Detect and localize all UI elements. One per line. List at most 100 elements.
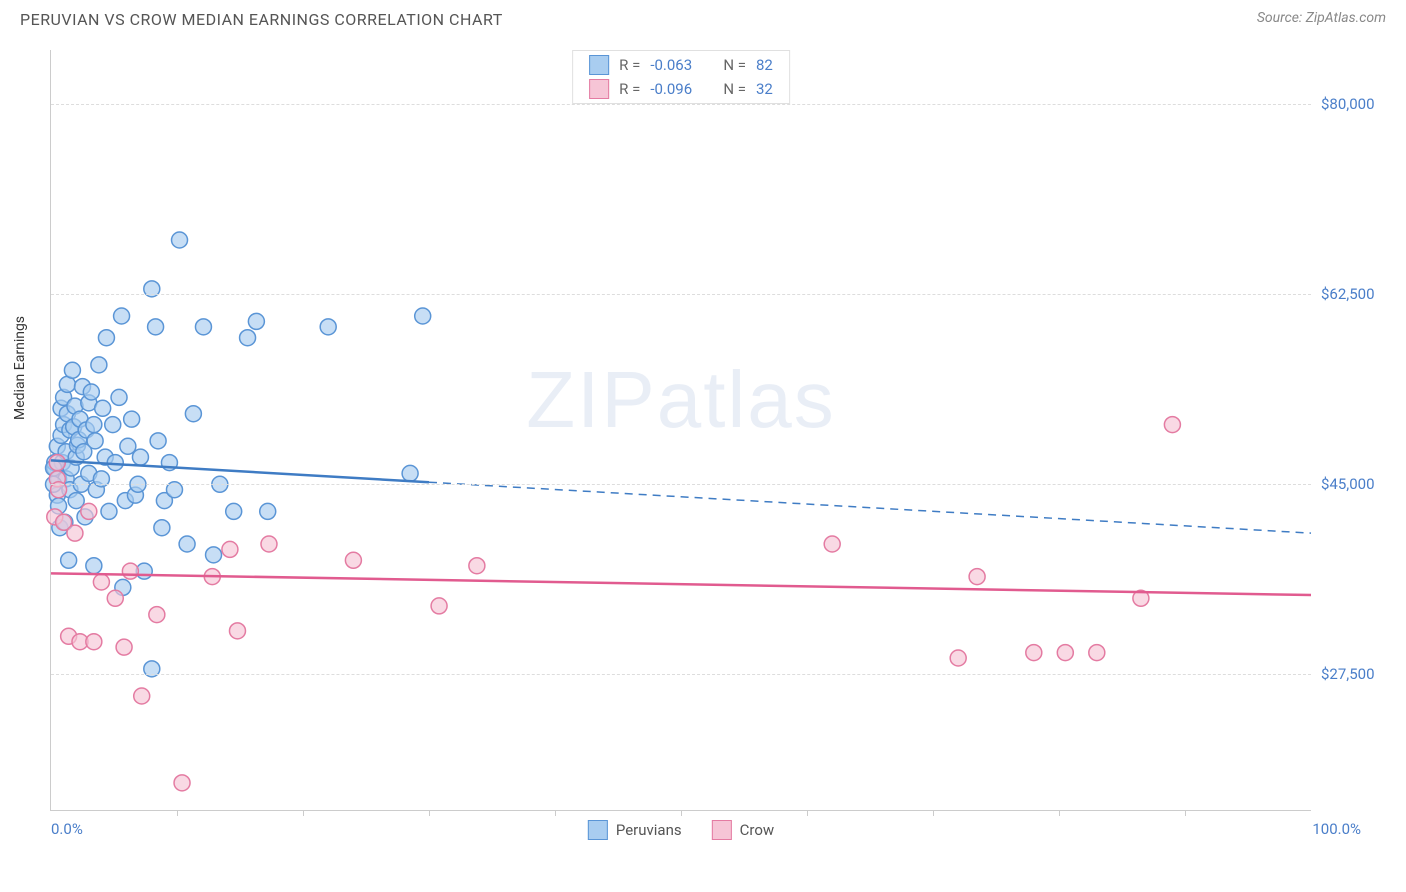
legend-swatch bbox=[712, 820, 732, 840]
gridline bbox=[51, 294, 1311, 295]
scatter-point bbox=[402, 465, 418, 481]
scatter-point bbox=[120, 438, 136, 454]
scatter-point bbox=[179, 536, 195, 552]
stat-r-value: -0.096 bbox=[650, 80, 692, 98]
scatter-point bbox=[226, 503, 242, 519]
scatter-point bbox=[824, 536, 840, 552]
source-label: Source: ZipAtlas.com bbox=[1257, 10, 1386, 26]
y-tick-label: $80,000 bbox=[1321, 95, 1401, 113]
stat-n-value: 82 bbox=[756, 56, 773, 74]
scatter-point bbox=[229, 623, 245, 639]
x-tick bbox=[681, 810, 682, 816]
scatter-point bbox=[49, 455, 65, 471]
legend-swatch bbox=[588, 820, 608, 840]
legend-label: Crow bbox=[740, 821, 775, 839]
scatter-point bbox=[969, 569, 985, 585]
scatter-point bbox=[86, 634, 102, 650]
scatter-point bbox=[68, 493, 84, 509]
scatter-point bbox=[83, 384, 99, 400]
scatter-point bbox=[107, 590, 123, 606]
stats-row: R = -0.063 N = 82 bbox=[573, 53, 789, 77]
stat-r-label: R = bbox=[619, 80, 640, 98]
chart-title: PERUVIAN VS CROW MEDIAN EARNINGS CORRELA… bbox=[20, 10, 503, 29]
legend-item: Crow bbox=[712, 820, 775, 840]
scatter-point bbox=[185, 406, 201, 422]
scatter-point bbox=[122, 563, 138, 579]
scatter-point bbox=[105, 417, 121, 433]
scatter-plot-svg bbox=[51, 50, 1311, 810]
scatter-point bbox=[91, 357, 107, 373]
correlation-stats-box: R = -0.063 N = 82R = -0.096 N = 32 bbox=[572, 50, 790, 104]
scatter-point bbox=[1057, 645, 1073, 661]
scatter-point bbox=[240, 330, 256, 346]
scatter-point bbox=[61, 552, 77, 568]
stat-r-label: R = bbox=[619, 56, 640, 74]
scatter-point bbox=[114, 308, 130, 324]
scatter-point bbox=[81, 503, 97, 519]
gridline bbox=[51, 484, 1311, 485]
scatter-point bbox=[1164, 417, 1180, 433]
scatter-point bbox=[116, 639, 132, 655]
scatter-point bbox=[87, 433, 103, 449]
scatter-point bbox=[101, 503, 117, 519]
x-tick bbox=[1059, 810, 1060, 816]
x-tick bbox=[303, 810, 304, 816]
stat-n-label: N = bbox=[723, 80, 746, 98]
scatter-point bbox=[950, 650, 966, 666]
scatter-point bbox=[1026, 645, 1042, 661]
x-tick bbox=[933, 810, 934, 816]
gridline bbox=[51, 674, 1311, 675]
scatter-point bbox=[469, 558, 485, 574]
scatter-point bbox=[86, 417, 102, 433]
scatter-point bbox=[150, 433, 166, 449]
scatter-point bbox=[206, 547, 222, 563]
bottom-legend: Peruvians Crow bbox=[588, 820, 774, 840]
scatter-point bbox=[248, 313, 264, 329]
x-tick bbox=[429, 810, 430, 816]
y-tick-label: $27,500 bbox=[1321, 665, 1401, 683]
scatter-point bbox=[320, 319, 336, 335]
regression-line bbox=[51, 573, 1311, 595]
legend-item: Peruvians bbox=[588, 820, 682, 840]
scatter-point bbox=[134, 688, 150, 704]
scatter-point bbox=[86, 558, 102, 574]
chart-area: ZIPatlas R = -0.063 N = 82R = -0.096 N =… bbox=[50, 50, 1311, 811]
legend-swatch bbox=[589, 79, 609, 99]
scatter-point bbox=[1089, 645, 1105, 661]
scatter-point bbox=[124, 411, 140, 427]
scatter-point bbox=[132, 449, 148, 465]
gridline bbox=[51, 104, 1311, 105]
x-tick bbox=[807, 810, 808, 816]
scatter-point bbox=[67, 525, 83, 541]
scatter-point bbox=[431, 598, 447, 614]
scatter-point bbox=[98, 330, 114, 346]
scatter-point bbox=[154, 520, 170, 536]
scatter-point bbox=[345, 552, 361, 568]
scatter-point bbox=[172, 232, 188, 248]
scatter-point bbox=[222, 541, 238, 557]
stat-n-label: N = bbox=[723, 56, 746, 74]
legend-swatch bbox=[589, 55, 609, 75]
stat-n-value: 32 bbox=[756, 80, 773, 98]
y-tick-label: $62,500 bbox=[1321, 285, 1401, 303]
x-tick bbox=[555, 810, 556, 816]
scatter-point bbox=[195, 319, 211, 335]
x-axis-min-label: 0.0% bbox=[51, 820, 83, 838]
regression-line-dashed bbox=[429, 482, 1311, 533]
scatter-point bbox=[261, 536, 277, 552]
stats-row: R = -0.096 N = 32 bbox=[573, 77, 789, 101]
x-tick bbox=[177, 810, 178, 816]
scatter-point bbox=[148, 319, 164, 335]
scatter-point bbox=[260, 503, 276, 519]
scatter-point bbox=[93, 574, 109, 590]
scatter-point bbox=[415, 308, 431, 324]
legend-label: Peruvians bbox=[616, 821, 682, 839]
stat-r-value: -0.063 bbox=[650, 56, 692, 74]
y-axis-label: Median Earnings bbox=[12, 316, 28, 420]
y-tick-label: $45,000 bbox=[1321, 475, 1401, 493]
scatter-point bbox=[174, 775, 190, 791]
scatter-point bbox=[95, 400, 111, 416]
x-axis-max-label: 100.0% bbox=[1312, 820, 1361, 838]
scatter-point bbox=[149, 607, 165, 623]
x-tick bbox=[1185, 810, 1186, 816]
